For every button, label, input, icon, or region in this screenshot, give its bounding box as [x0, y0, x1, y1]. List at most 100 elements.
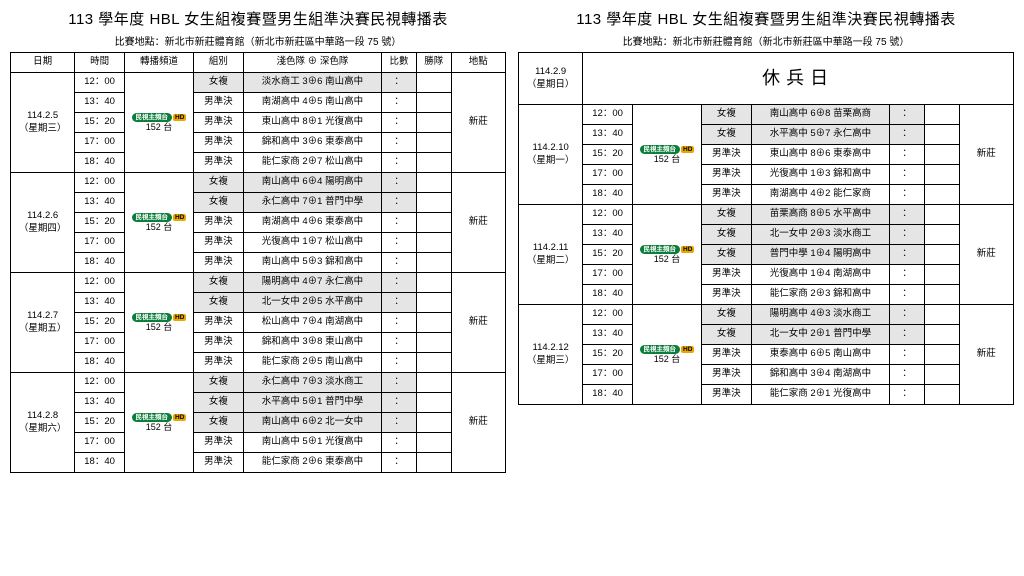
winner-cell [416, 433, 451, 453]
channel-cell: 民視主頻台HD 152 台 [124, 373, 193, 473]
table-row: 17：00男準決光復高中 1⊕3 錦和高中： [519, 165, 1014, 185]
table-row: 13：40女複永仁高中 7⊕1 普門中學： [11, 193, 506, 213]
score-cell: ： [382, 413, 417, 433]
winner-cell [416, 313, 451, 333]
winner-cell [416, 293, 451, 313]
time-cell: 15：20 [583, 145, 633, 165]
time-cell: 15：20 [75, 113, 125, 133]
time-cell: 17：00 [75, 133, 125, 153]
table-row: 17：00男準決南山高中 5⊕1 光復高中： [11, 433, 506, 453]
rest-date: 114.2.9（星期日） [519, 53, 583, 105]
score-cell: ： [890, 165, 925, 185]
table-row: 13：40女複水平高中 5⊕1 普門中學： [11, 393, 506, 413]
table-row: 17：00男準決光復高中 1⊕7 松山高中： [11, 233, 506, 253]
winner-cell [924, 365, 959, 385]
channel-number: 152 台 [127, 323, 191, 333]
match-cell: 北一女中 2⊕1 普門中學 [751, 325, 890, 345]
hdr-group: 組別 [194, 53, 244, 73]
score-cell: ： [382, 373, 417, 393]
date-cell: 114.2.7（星期五） [11, 273, 75, 373]
match-cell: 光復高中 1⊕7 松山高中 [243, 233, 382, 253]
group-cell: 男準決 [194, 113, 244, 133]
match-cell: 南湖高中 4⊕6 東泰高中 [243, 213, 382, 233]
table-row: 114.2.12（星期三）12：00 民視主頻台HD 152 台 女複陽明高中 … [519, 305, 1014, 325]
table-row: 114.2.11（星期二）12：00 民視主頻台HD 152 台 女複苗栗高商 … [519, 205, 1014, 225]
subtitle-left: 比賽地點：新北市新莊體育館（新北市新莊區中華路一段 75 號） [10, 33, 506, 48]
table-row: 13：40女複北一女中 2⊕1 普門中學： [519, 325, 1014, 345]
table-row: 114.2.10（星期一）12：00 民視主頻台HD 152 台 女複南山高中 … [519, 105, 1014, 125]
table-row: 18：40男準決能仁家商 2⊕1 光復高中： [519, 385, 1014, 405]
table-row: 13：40女複水平高中 5⊕7 永仁高中： [519, 125, 1014, 145]
group-cell: 女複 [702, 205, 752, 225]
score-cell: ： [382, 393, 417, 413]
table-row: 13：40男準決南湖高中 4⊕5 南山高中： [11, 93, 506, 113]
match-cell: 普門中學 1⊕4 陽明高中 [751, 245, 890, 265]
group-cell: 男準決 [194, 93, 244, 113]
left-panel: 113 學年度 HBL 女生組複賽暨男生組準決賽民視轉播表 比賽地點：新北市新莊… [10, 8, 506, 473]
time-cell: 12：00 [75, 73, 125, 93]
score-cell: ： [382, 273, 417, 293]
group-cell: 男準決 [194, 353, 244, 373]
score-cell: ： [382, 113, 417, 133]
hd-badge: HD [173, 414, 186, 421]
match-cell: 松山高中 7⊕4 南湖高中 [243, 313, 382, 333]
table-row: 15：20男準決東泰高中 6⊕5 南山高中： [519, 345, 1014, 365]
time-cell: 13：40 [583, 225, 633, 245]
match-cell: 東山高中 8⊕6 東泰高中 [751, 145, 890, 165]
winner-cell [924, 345, 959, 365]
title-right: 113 學年度 HBL 女生組複賽暨男生組準決賽民視轉播表 [518, 8, 1014, 29]
winner-cell [416, 233, 451, 253]
loc-cell: 新莊 [451, 373, 505, 473]
winner-cell [416, 153, 451, 173]
score-cell: ： [382, 293, 417, 313]
group-cell: 男準決 [194, 313, 244, 333]
group-cell: 女複 [194, 293, 244, 313]
time-cell: 18：40 [75, 153, 125, 173]
channel-number: 152 台 [635, 255, 699, 265]
winner-cell [924, 305, 959, 325]
table-row: 15：20男準決南湖高中 4⊕6 東泰高中： [11, 213, 506, 233]
time-cell: 12：00 [583, 205, 633, 225]
table-row: 114.2.7（星期五）12：00 民視主頻台HD 152 台 女複陽明高中 4… [11, 273, 506, 293]
score-cell: ： [890, 285, 925, 305]
match-cell: 能仁家商 2⊕1 光復高中 [751, 385, 890, 405]
channel-badge: 民視主頻台 [640, 345, 681, 354]
match-cell: 淡水商工 3⊕6 南山高中 [243, 73, 382, 93]
winner-cell [416, 413, 451, 433]
score-cell: ： [382, 173, 417, 193]
score-cell: ： [890, 265, 925, 285]
channel-cell: 民視主頻台HD 152 台 [124, 273, 193, 373]
winner-cell [416, 113, 451, 133]
hdr-date: 日期 [11, 53, 75, 73]
time-cell: 18：40 [75, 453, 125, 473]
score-cell: ： [382, 193, 417, 213]
score-cell: ： [382, 133, 417, 153]
hd-badge: HD [681, 146, 694, 153]
time-cell: 13：40 [583, 325, 633, 345]
winner-cell [416, 73, 451, 93]
winner-cell [416, 253, 451, 273]
group-cell: 男準決 [702, 145, 752, 165]
score-cell: ： [890, 345, 925, 365]
channel-cell: 民視主頻台HD 152 台 [124, 73, 193, 173]
date-cell: 114.2.12（星期三） [519, 305, 583, 405]
hdr-winner: 勝隊 [416, 53, 451, 73]
group-cell: 男準決 [702, 285, 752, 305]
group-cell: 男準決 [702, 365, 752, 385]
hd-badge: HD [173, 314, 186, 321]
date-cell: 114.2.5（星期三） [11, 73, 75, 173]
loc-cell: 新莊 [959, 205, 1013, 305]
group-cell: 男準決 [702, 185, 752, 205]
match-cell: 南湖高中 4⊕2 能仁家商 [751, 185, 890, 205]
time-cell: 15：20 [75, 313, 125, 333]
time-cell: 18：40 [583, 385, 633, 405]
channel-badge: 民視主頻台 [132, 113, 173, 122]
match-cell: 北一女中 2⊕5 水平高中 [243, 293, 382, 313]
channel-number: 152 台 [635, 355, 699, 365]
group-cell: 男準決 [702, 385, 752, 405]
group-cell: 男準決 [702, 345, 752, 365]
hdr-score: 比數 [382, 53, 417, 73]
channel-cell: 民視主頻台HD 152 台 [124, 173, 193, 273]
match-cell: 錦和高中 3⊕8 東山高中 [243, 333, 382, 353]
time-cell: 13：40 [75, 93, 125, 113]
